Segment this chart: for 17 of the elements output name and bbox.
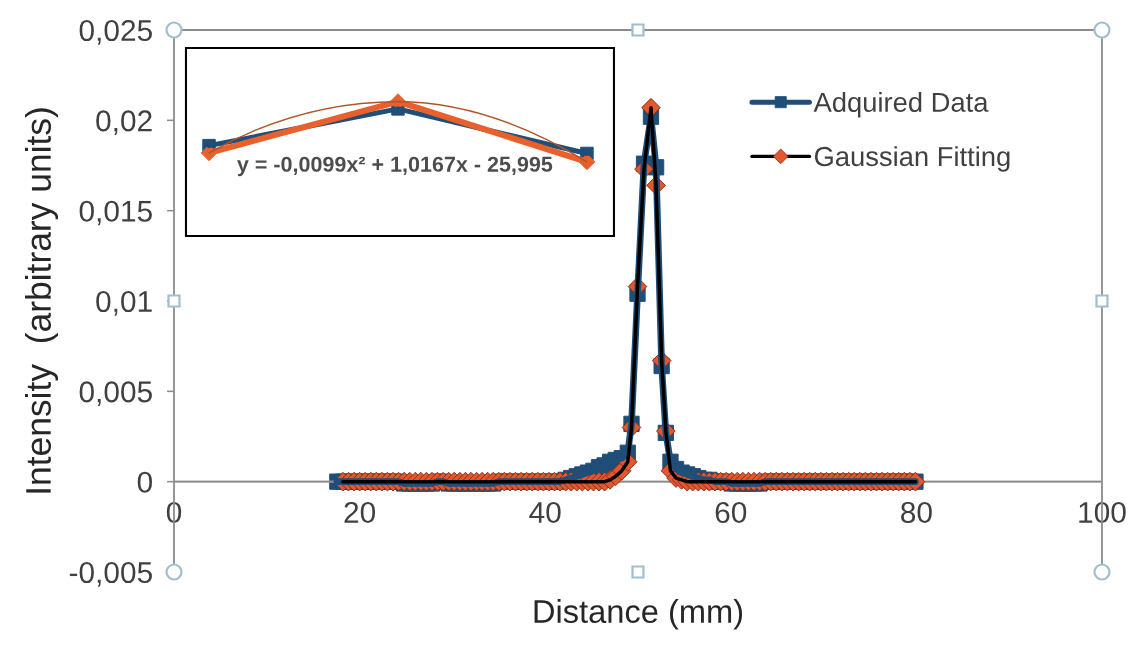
- legend-label: Adquired Data: [813, 91, 989, 118]
- x-tick-label: 0: [166, 501, 182, 524]
- y-tick-label: 0,01: [96, 290, 152, 316]
- annotation: y = -0,0099x² + 1,0167x - 25,995: [237, 156, 553, 177]
- y-tick-label: 0: [137, 471, 152, 493]
- x-axis-title: Distance (mm): [534, 599, 743, 630]
- x-tick-label: 20: [344, 501, 376, 524]
- x-tick-label: 40: [529, 501, 561, 524]
- y-tick-label: -0,005: [69, 561, 152, 587]
- y-tick-label: 0,005: [79, 381, 152, 406]
- x-tick-label: 60: [715, 501, 747, 524]
- x-tick-label: 80: [901, 501, 932, 524]
- legend-label: Gaussian Fitting: [814, 146, 1010, 172]
- y-axis-title: Intensity (arbitrary units): [24, 108, 59, 493]
- y-tick-label: 0,015: [79, 200, 152, 226]
- y-tick-label: 0,025: [79, 19, 152, 45]
- y-tick-label: 0,02: [96, 110, 152, 135]
